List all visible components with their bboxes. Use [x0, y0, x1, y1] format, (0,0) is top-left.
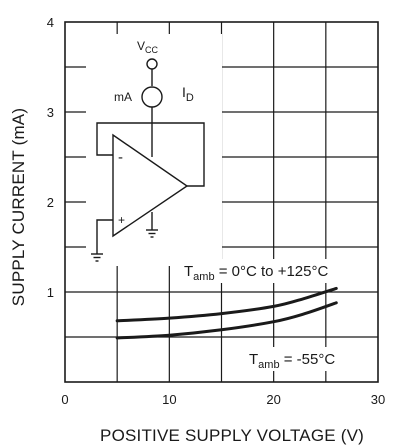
schematic-background: [86, 34, 222, 266]
y-axis-title: SUPPLY CURRENT (mA): [9, 108, 28, 306]
noninverting-input-wire: [96, 219, 113, 254]
series-label-lower: Tamb = -55°C: [249, 351, 335, 371]
series-line-0c-to-125c: [115, 301, 338, 340]
ammeter-label: mA: [114, 90, 132, 104]
supply-terminal: [146, 58, 158, 70]
y-tick-label: 2: [47, 195, 54, 210]
plot-frame: [64, 21, 379, 383]
current-label: ID: [182, 84, 194, 104]
x-axis-title: POSITIVE SUPPLY VOLTAGE (V): [100, 426, 364, 445]
series-line-minus55c: [115, 286, 338, 323]
x-tick-label: 30: [371, 392, 385, 407]
x-tick-label: 20: [266, 392, 280, 407]
x-tick-label: 0: [61, 392, 68, 407]
x-tick-labels: 0 10 20 30: [61, 392, 385, 407]
y-tick-label: 3: [47, 105, 54, 120]
feedback-wire: [96, 122, 205, 187]
series-lines: [115, 286, 338, 340]
op-amp-icon: [112, 133, 189, 238]
noninverting-input-sign: +: [118, 213, 125, 227]
opamp-ground-icon: [146, 229, 158, 238]
y-tick-label: 1: [47, 285, 54, 300]
ground-icon: [91, 253, 103, 262]
ammeter-icon: [141, 86, 163, 108]
supply-label: VCC: [137, 39, 159, 55]
series-label-upper: Tamb = 0°C to +125°C: [184, 263, 328, 283]
lower-annotation-background: [246, 347, 370, 371]
inverting-input-sign: -: [118, 149, 123, 166]
test-circuit-schematic: VCC mA ID - +: [86, 34, 222, 266]
plot-border: [64, 21, 379, 383]
y-tick-label: 4: [47, 15, 54, 30]
x-tick-label: 10: [162, 392, 176, 407]
upper-annotation-background: [181, 259, 371, 283]
y-tick-labels: 1 2 3 4: [47, 15, 54, 300]
